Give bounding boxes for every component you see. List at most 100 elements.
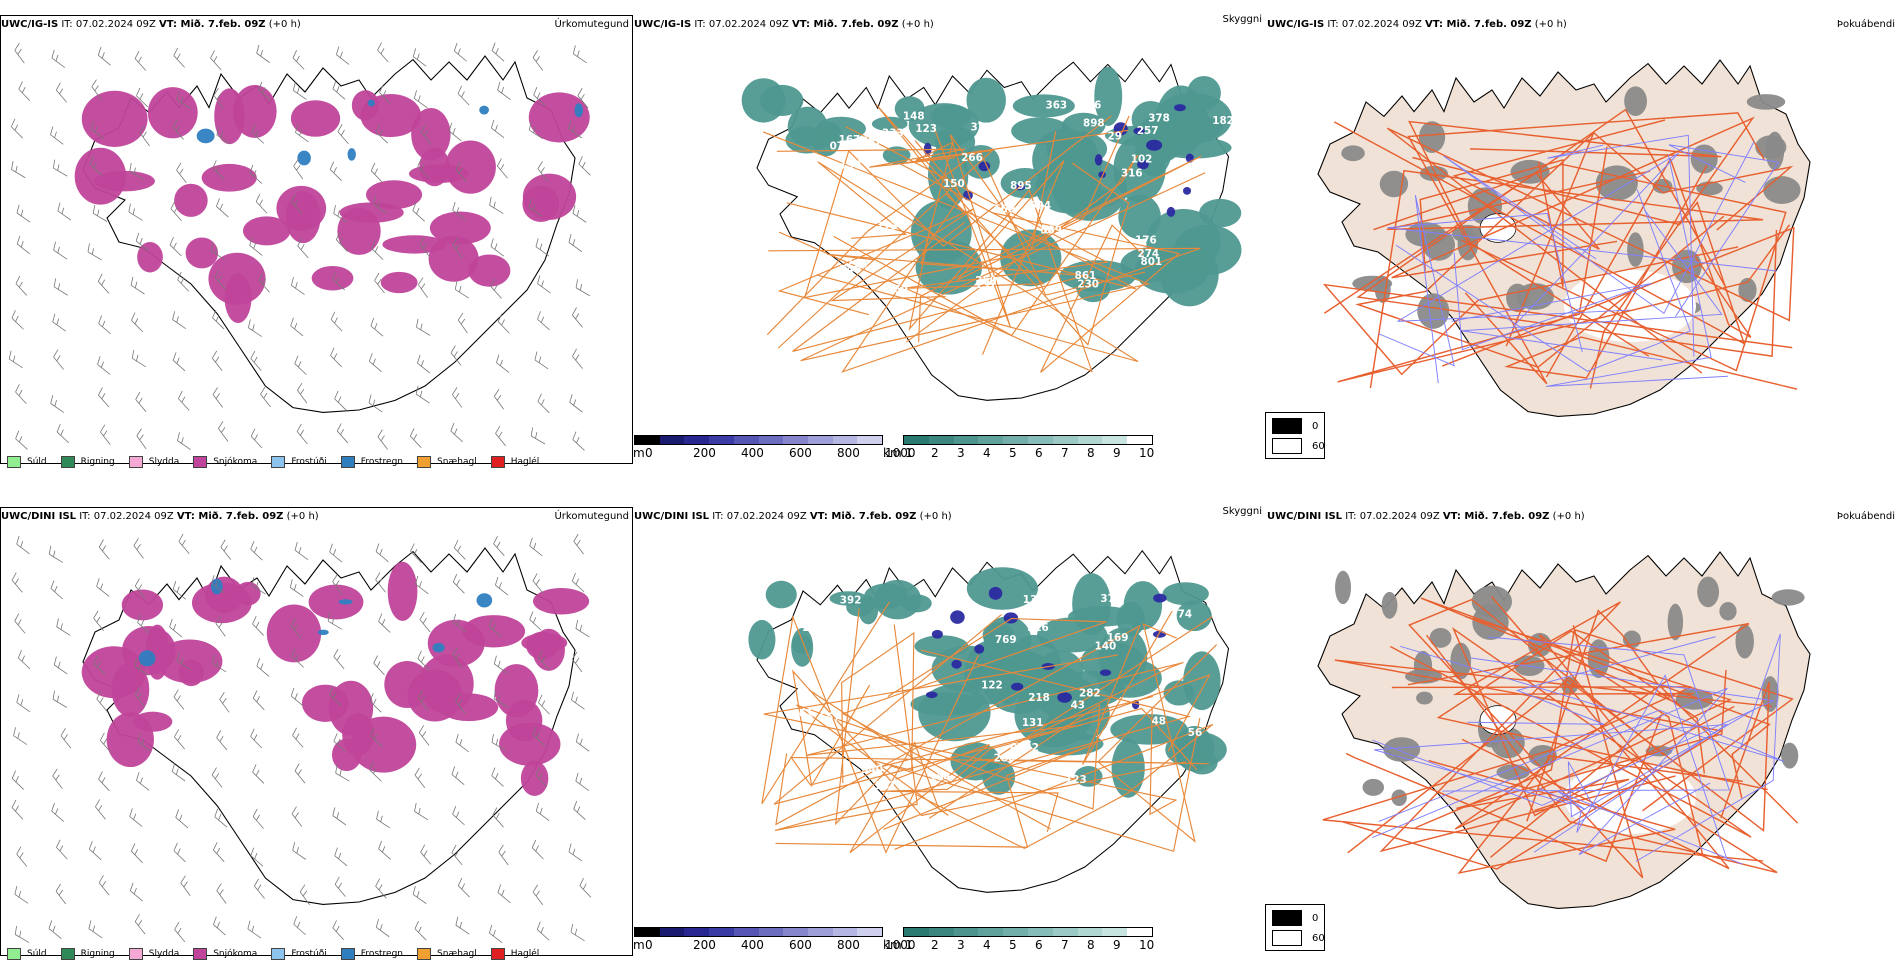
precip-map[interactable] bbox=[1, 16, 632, 463]
cloud-base-value: 333 bbox=[882, 127, 904, 139]
wind-barb bbox=[455, 161, 467, 183]
unit-label: m bbox=[633, 938, 645, 952]
low-cloud-base bbox=[1182, 187, 1192, 195]
low-visibility-area bbox=[1146, 209, 1221, 273]
wind-barb bbox=[172, 352, 186, 372]
wind-barb bbox=[177, 271, 190, 292]
tick-label: 400 bbox=[741, 938, 764, 952]
wind-barb bbox=[330, 311, 343, 332]
wind-barb bbox=[251, 124, 265, 144]
low-cloud-base bbox=[1094, 154, 1103, 166]
wind-barb bbox=[170, 201, 182, 222]
low-cloud-base bbox=[925, 691, 938, 699]
wind-barb bbox=[56, 423, 70, 444]
snow-area bbox=[382, 235, 447, 254]
wind-barb bbox=[92, 204, 108, 222]
wind-barb bbox=[294, 541, 309, 560]
wind-barb bbox=[16, 694, 31, 713]
wind-barb bbox=[417, 354, 431, 374]
cloud-base-value: 378 bbox=[1148, 112, 1170, 124]
tick-label: 6 bbox=[1035, 938, 1043, 952]
low-visibility-area bbox=[791, 628, 814, 667]
fog-area bbox=[1761, 676, 1779, 713]
wind-barb bbox=[11, 572, 23, 593]
wind-barb bbox=[292, 82, 307, 100]
cloud-base-value: 273 bbox=[876, 220, 898, 232]
wind-barb bbox=[489, 196, 504, 214]
wind-barb bbox=[16, 235, 31, 255]
fog-indicator-panel: UWC/IG-IS IT: 07.02.2024 09Z VT: Mið. 7.… bbox=[1266, 0, 1899, 475]
wind-barb bbox=[414, 920, 427, 941]
wind-barb bbox=[173, 689, 185, 710]
wind-barb bbox=[370, 317, 384, 337]
wind-barb bbox=[418, 725, 430, 746]
visibility-map[interactable]: 1481022300782577408011608982929113627319… bbox=[633, 30, 1266, 460]
wind-barb bbox=[451, 844, 463, 866]
wind-barb bbox=[297, 382, 308, 404]
wind-barb bbox=[96, 578, 110, 597]
cloud-base-value: 969 bbox=[887, 284, 909, 296]
model-name: UWC/IG-IS bbox=[634, 19, 692, 30]
wind-barb bbox=[497, 884, 511, 904]
wind-barb bbox=[134, 686, 145, 708]
snow-area bbox=[242, 216, 291, 246]
wind-barb bbox=[530, 427, 546, 445]
wind-barb bbox=[55, 883, 67, 905]
legend-item: Haglél bbox=[490, 456, 539, 468]
snow-area bbox=[121, 589, 164, 621]
wind-barb bbox=[53, 278, 68, 296]
snow-area bbox=[301, 684, 349, 722]
wind-barb bbox=[133, 538, 144, 559]
visibility-map[interactable]: 1401316575612313739234021843280122482745… bbox=[633, 522, 1266, 952]
legend-label: Snæhagl bbox=[437, 949, 477, 959]
wind-barb bbox=[375, 572, 386, 593]
wind-barb bbox=[137, 733, 151, 752]
wind-barb bbox=[330, 347, 342, 368]
wind-barb bbox=[452, 806, 465, 826]
wind-barb bbox=[252, 764, 265, 784]
low-visibility-area bbox=[858, 595, 879, 625]
wind-barb bbox=[370, 728, 383, 748]
init-time: IT: 07.02.2024 09Z bbox=[1342, 511, 1443, 522]
cloud-base-colorbar bbox=[634, 435, 883, 445]
low-cloud-base bbox=[1174, 104, 1186, 112]
wind-barb bbox=[579, 877, 592, 898]
wind-barb bbox=[290, 317, 304, 337]
fog-area bbox=[1416, 691, 1433, 705]
fog-map[interactable] bbox=[1266, 522, 1899, 952]
valid-time-label: VT: bbox=[809, 511, 828, 522]
wind-barb bbox=[211, 575, 225, 594]
wind-barb bbox=[252, 808, 264, 829]
low-cloud-base bbox=[1133, 127, 1145, 135]
tick-label: 10 bbox=[1139, 938, 1155, 952]
visibility-panel: UWC/IG-IS IT: 07.02.2024 09Z VT: Mið. 7.… bbox=[633, 0, 1325, 475]
wind-barb bbox=[293, 158, 304, 180]
road bbox=[775, 609, 1174, 826]
wind-barb bbox=[329, 686, 342, 706]
precip-map[interactable] bbox=[1, 508, 632, 955]
low-visibility-area bbox=[1187, 75, 1221, 111]
init-time: IT: 07.02.2024 09Z bbox=[709, 511, 810, 522]
fog-map[interactable] bbox=[1266, 30, 1899, 460]
frost-rain-area bbox=[432, 642, 445, 653]
road bbox=[1408, 598, 1665, 879]
road bbox=[933, 126, 1057, 327]
wind-barb bbox=[414, 802, 429, 821]
wind-barb bbox=[135, 391, 147, 412]
tick-label: 8 bbox=[1087, 938, 1095, 952]
wind-barb bbox=[88, 920, 103, 939]
precip-legend: Súld Rigning Slydda Snjókoma Frostúði Frostre… bbox=[7, 456, 539, 468]
snow-area bbox=[350, 716, 417, 773]
tick-label: 7 bbox=[1061, 938, 1069, 952]
wind-barb bbox=[568, 234, 583, 253]
cloud-base-colorbar bbox=[634, 927, 883, 937]
river bbox=[1374, 723, 1729, 853]
wind-barb bbox=[577, 88, 589, 109]
wind-barb bbox=[216, 883, 227, 904]
low-cloud-base bbox=[1166, 206, 1176, 217]
snow-area bbox=[276, 185, 327, 231]
wind-barb bbox=[333, 648, 345, 670]
wind-barb bbox=[100, 424, 111, 445]
wind-barb bbox=[332, 574, 343, 595]
lead-time: (+0 h) bbox=[283, 511, 319, 522]
